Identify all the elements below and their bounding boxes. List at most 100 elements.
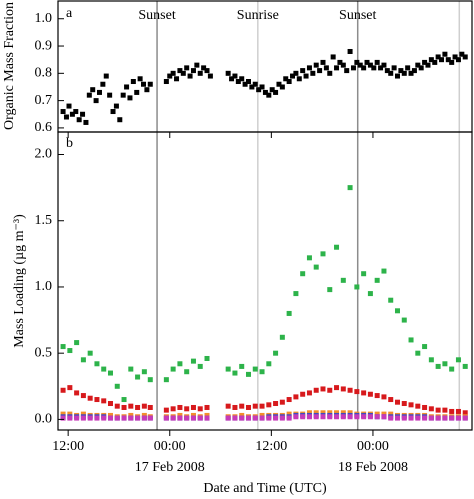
marker bbox=[147, 415, 153, 421]
marker bbox=[80, 111, 86, 117]
marker bbox=[147, 404, 153, 410]
y-axis-label: Mass Loading (µg m⁻³) bbox=[12, 214, 27, 348]
marker bbox=[190, 404, 196, 410]
marker bbox=[114, 403, 120, 409]
marker bbox=[279, 84, 285, 90]
marker bbox=[408, 415, 414, 421]
marker bbox=[107, 92, 113, 98]
y-tick-label: 2.0 bbox=[35, 147, 53, 162]
marker bbox=[367, 391, 373, 397]
marker bbox=[327, 387, 333, 393]
y-tick-label: 1.0 bbox=[35, 279, 53, 294]
marker bbox=[135, 374, 141, 380]
marker bbox=[276, 81, 282, 87]
event-label: Sunset bbox=[138, 8, 175, 23]
marker bbox=[110, 109, 116, 115]
marker bbox=[167, 73, 173, 79]
marker bbox=[394, 308, 400, 314]
marker bbox=[94, 361, 100, 367]
marker bbox=[127, 95, 133, 101]
marker bbox=[239, 415, 245, 421]
marker bbox=[239, 403, 245, 409]
marker bbox=[323, 65, 329, 71]
marker bbox=[422, 344, 428, 350]
marker bbox=[327, 70, 333, 76]
marker bbox=[245, 79, 251, 85]
marker bbox=[177, 68, 183, 74]
marker bbox=[310, 70, 316, 76]
marker bbox=[449, 59, 455, 65]
marker bbox=[114, 415, 120, 421]
marker bbox=[367, 414, 373, 420]
marker bbox=[90, 87, 96, 93]
marker bbox=[462, 363, 468, 369]
marker bbox=[317, 68, 323, 74]
marker bbox=[428, 357, 434, 363]
marker bbox=[63, 114, 69, 120]
marker bbox=[405, 65, 411, 71]
marker bbox=[334, 385, 340, 391]
marker bbox=[190, 412, 196, 418]
marker bbox=[177, 361, 183, 367]
marker bbox=[418, 65, 424, 71]
marker bbox=[388, 411, 394, 417]
marker bbox=[190, 358, 196, 364]
marker bbox=[422, 415, 428, 421]
marker bbox=[293, 394, 299, 400]
marker bbox=[117, 117, 123, 123]
marker bbox=[259, 412, 265, 418]
marker bbox=[279, 415, 285, 421]
marker bbox=[408, 402, 414, 408]
marker bbox=[87, 350, 93, 356]
marker bbox=[184, 415, 190, 421]
marker bbox=[67, 415, 73, 421]
marker bbox=[340, 62, 346, 68]
event-label: Sunset bbox=[339, 8, 376, 23]
marker bbox=[83, 119, 89, 125]
marker bbox=[452, 54, 458, 60]
marker bbox=[266, 92, 272, 98]
marker bbox=[197, 70, 203, 76]
marker bbox=[60, 344, 66, 350]
marker bbox=[398, 68, 404, 74]
marker bbox=[107, 412, 113, 418]
marker bbox=[184, 406, 190, 412]
x-tick-label: 12:00 bbox=[255, 439, 287, 454]
marker bbox=[371, 65, 377, 71]
marker bbox=[415, 415, 421, 421]
marker bbox=[462, 410, 468, 416]
marker bbox=[60, 109, 66, 115]
marker bbox=[249, 84, 255, 90]
marker bbox=[364, 59, 370, 65]
marker bbox=[232, 73, 238, 79]
marker bbox=[357, 62, 363, 68]
date-label: 18 Feb 2008 bbox=[338, 460, 408, 475]
marker bbox=[361, 390, 367, 396]
marker bbox=[94, 415, 100, 421]
marker bbox=[334, 410, 340, 416]
marker bbox=[130, 79, 136, 85]
marker bbox=[462, 54, 468, 60]
marker bbox=[74, 340, 80, 346]
y-tick-label: 0.8 bbox=[35, 66, 53, 81]
marker bbox=[252, 366, 258, 372]
marker bbox=[190, 415, 196, 421]
marker bbox=[394, 415, 400, 421]
marker bbox=[204, 415, 210, 421]
marker bbox=[87, 395, 93, 401]
marker bbox=[300, 68, 306, 74]
marker bbox=[293, 70, 299, 76]
marker bbox=[455, 357, 461, 363]
marker bbox=[340, 414, 346, 420]
marker bbox=[340, 386, 346, 392]
marker bbox=[350, 65, 356, 71]
marker bbox=[147, 377, 153, 383]
marker bbox=[422, 59, 428, 65]
marker bbox=[266, 415, 272, 421]
marker bbox=[415, 62, 421, 68]
marker bbox=[187, 73, 193, 79]
marker bbox=[428, 406, 434, 412]
marker bbox=[134, 89, 140, 95]
marker bbox=[137, 76, 143, 82]
